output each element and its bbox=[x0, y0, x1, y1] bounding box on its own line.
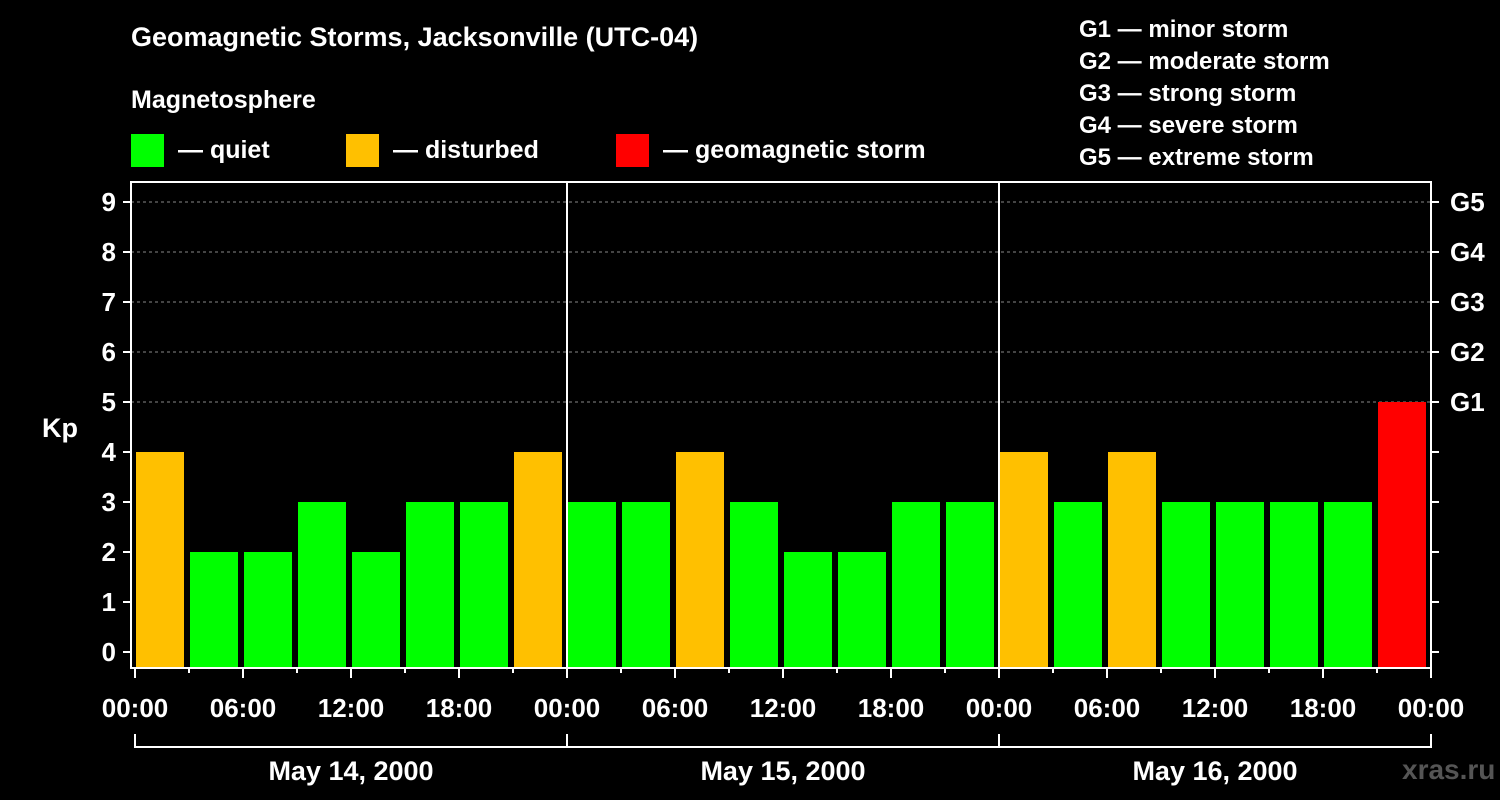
storm-level-g3: G3 — strong storm bbox=[1079, 80, 1297, 107]
kp-bar bbox=[244, 552, 292, 668]
chart-subtitle: Magnetosphere bbox=[131, 86, 316, 114]
x-tick-label: 18:00 bbox=[1290, 693, 1357, 723]
x-tick-label: 12:00 bbox=[318, 693, 385, 723]
kp-bar bbox=[838, 552, 886, 668]
legend-item-disturbed: — disturbed bbox=[346, 133, 539, 167]
g-level-label: G1 bbox=[1450, 387, 1485, 417]
g-level-label: G5 bbox=[1450, 187, 1485, 217]
kp-bar bbox=[1216, 502, 1264, 668]
kp-bar bbox=[676, 452, 724, 668]
kp-bar bbox=[1270, 502, 1318, 668]
chart-title: Geomagnetic Storms, Jacksonville (UTC-04… bbox=[131, 22, 699, 52]
legend-swatch-storm bbox=[616, 133, 649, 167]
storm-level-g1: G1 — minor storm bbox=[1079, 16, 1289, 43]
y-tick-label: 0 bbox=[102, 637, 116, 667]
date-label: May 15, 2000 bbox=[700, 756, 865, 786]
kp-bar bbox=[730, 502, 778, 668]
y-tick-label: 5 bbox=[102, 387, 116, 417]
kp-bar bbox=[1162, 502, 1210, 668]
g-level-label: G2 bbox=[1450, 337, 1485, 367]
storm-level-g5: G5 — extreme storm bbox=[1079, 144, 1314, 171]
kp-bar bbox=[514, 452, 562, 668]
kp-bar bbox=[406, 502, 454, 668]
y-tick-label: 8 bbox=[102, 237, 116, 267]
y-tick-label: 7 bbox=[102, 287, 116, 317]
kp-bar bbox=[1000, 452, 1048, 668]
x-tick-label: 18:00 bbox=[426, 693, 493, 723]
kp-bar bbox=[892, 502, 940, 668]
kp-bar bbox=[568, 502, 616, 668]
legend-label-storm: — geomagnetic storm bbox=[663, 135, 926, 164]
y-tick-label: 6 bbox=[102, 337, 116, 367]
x-tick-label: 00:00 bbox=[1398, 693, 1465, 723]
storm-level-g4: G4 — severe storm bbox=[1079, 112, 1298, 139]
storm-level-legend: G1 — minor storm G2 — moderate storm G3 … bbox=[1079, 14, 1330, 174]
x-tick-label: 06:00 bbox=[210, 693, 277, 723]
plot-frame bbox=[130, 181, 1432, 669]
kp-bar bbox=[190, 552, 238, 668]
y-tick-label: 3 bbox=[102, 487, 116, 517]
x-tick-label: 00:00 bbox=[966, 693, 1033, 723]
legend-swatch-quiet bbox=[131, 133, 164, 167]
kp-bar bbox=[946, 502, 994, 668]
y-tick-label: 9 bbox=[102, 187, 116, 217]
kp-bar bbox=[1054, 502, 1102, 668]
kp-bar bbox=[352, 552, 400, 668]
y-axis-label: Kp bbox=[42, 413, 78, 443]
date-label: May 14, 2000 bbox=[268, 756, 433, 786]
x-tick-label: 18:00 bbox=[858, 693, 925, 723]
g-level-label: G3 bbox=[1450, 287, 1485, 317]
kp-bar bbox=[136, 452, 184, 668]
y-tick-label: 4 bbox=[102, 437, 117, 467]
g-level-label: G4 bbox=[1450, 237, 1485, 267]
legend-item-storm: — geomagnetic storm bbox=[616, 133, 926, 167]
x-tick-label: 12:00 bbox=[1182, 693, 1249, 723]
legend-label-quiet: — quiet bbox=[178, 135, 270, 164]
legend-swatch-disturbed bbox=[346, 133, 379, 167]
x-tick-label: 06:00 bbox=[642, 693, 709, 723]
kp-bar bbox=[1108, 452, 1156, 668]
kp-bar bbox=[298, 502, 346, 668]
y-tick-label: 1 bbox=[102, 587, 116, 617]
legend-label-disturbed: — disturbed bbox=[393, 135, 539, 164]
storm-level-g2: G2 — moderate storm bbox=[1079, 48, 1330, 75]
x-tick-label: 06:00 bbox=[1074, 693, 1141, 723]
kp-bar bbox=[460, 502, 508, 668]
legend-item-quiet: — quiet bbox=[131, 133, 270, 167]
kp-bar bbox=[622, 502, 670, 668]
x-tick-label: 12:00 bbox=[750, 693, 817, 723]
date-label: May 16, 2000 bbox=[1132, 756, 1297, 786]
x-tick-label: 00:00 bbox=[534, 693, 601, 723]
y-tick-label: 2 bbox=[102, 537, 116, 567]
kp-bar bbox=[1324, 502, 1372, 668]
kp-bar bbox=[784, 552, 832, 668]
watermark: xras.ru bbox=[1402, 754, 1496, 785]
x-tick-label: 00:00 bbox=[102, 693, 169, 723]
kp-bar bbox=[1378, 402, 1426, 668]
